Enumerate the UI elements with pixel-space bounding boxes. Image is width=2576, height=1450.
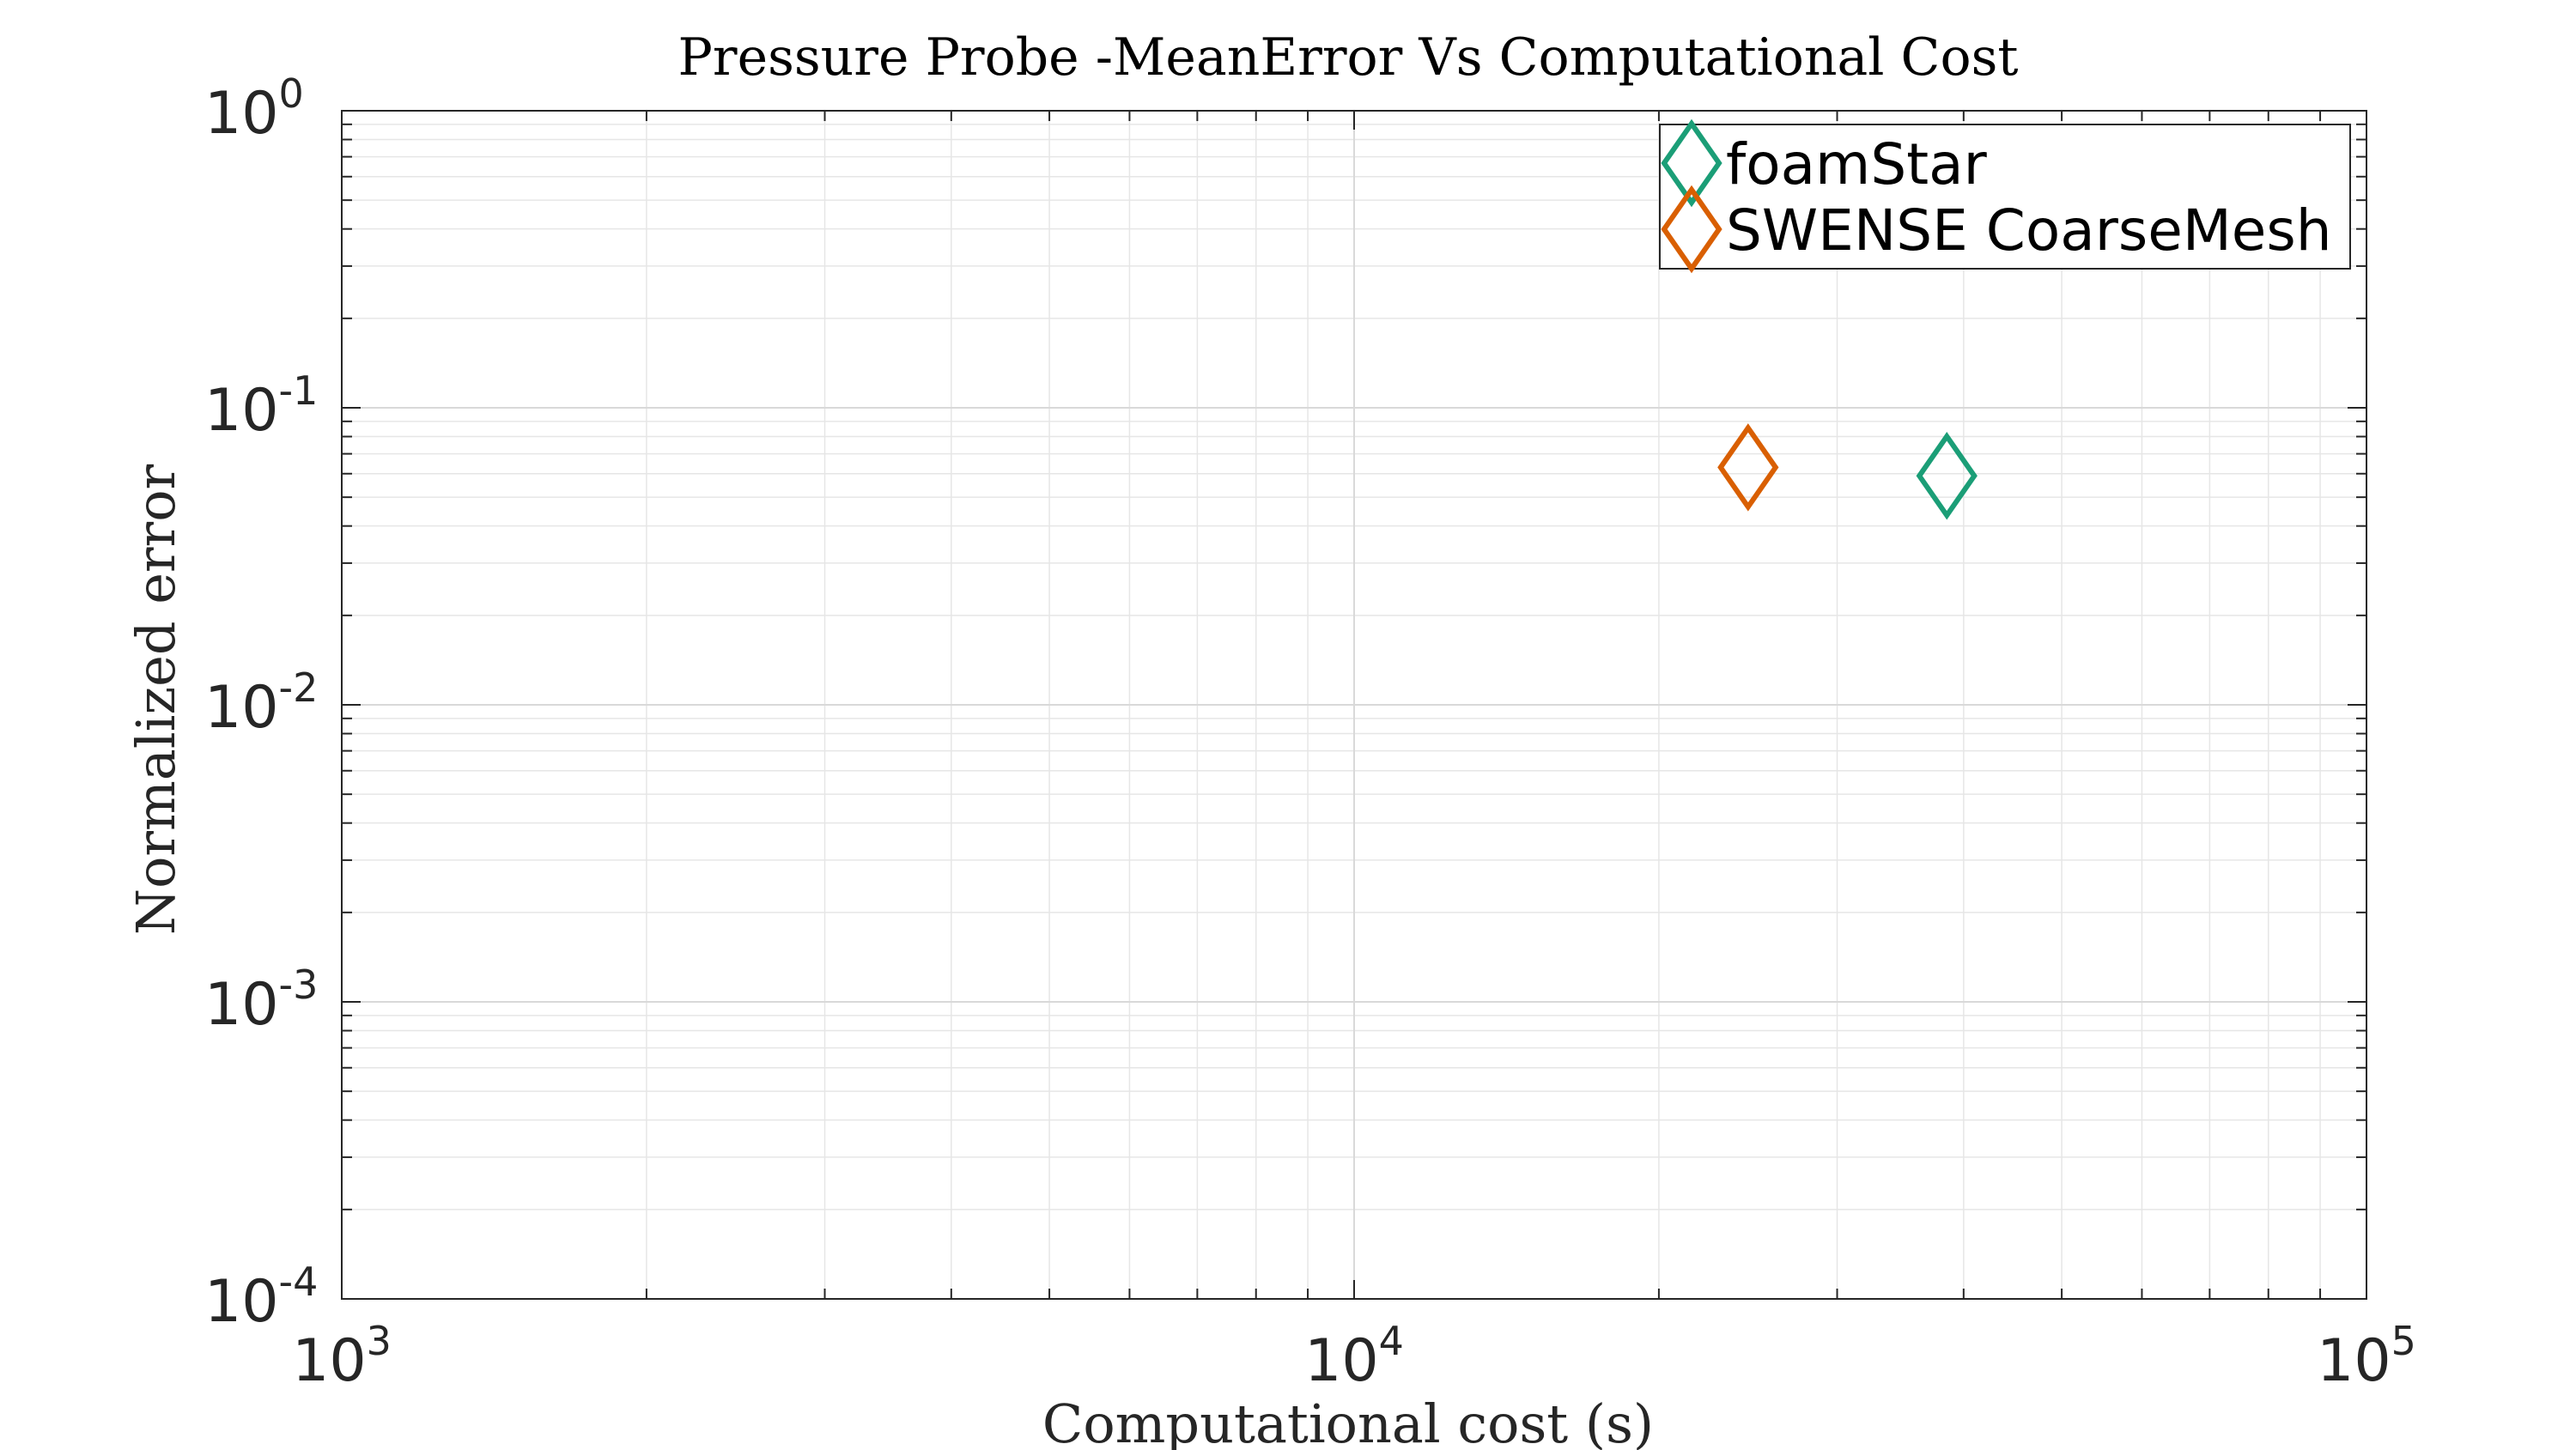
x-tick-base: 10 (2317, 1327, 2391, 1395)
x-axis-label: Computational cost (s) (1042, 1392, 1654, 1450)
x-tick-labels: 103 104 105 (292, 1318, 2416, 1395)
y-tick-base: 10 (204, 377, 279, 445)
y-tick-base: 10 (204, 971, 279, 1039)
y-tick-label: 10-3 (204, 962, 318, 1039)
legend-label: foamStar (1726, 131, 1988, 197)
y-tick-exponent: -3 (279, 962, 319, 1008)
y-tick-label: 10-1 (204, 367, 318, 445)
y-tick-base: 10 (204, 674, 279, 742)
data-point (1916, 432, 1978, 520)
axis-ticks (341, 110, 2367, 1300)
x-tick-base: 10 (292, 1327, 367, 1395)
y-tick-label: 10-4 (204, 1259, 318, 1336)
plot-frame (341, 110, 2367, 1300)
data-markers (1717, 423, 1978, 520)
y-tick-exponent: -1 (279, 367, 319, 414)
y-tick-label: 10-2 (204, 664, 318, 742)
y-tick-label: 100 (204, 70, 304, 148)
x-tick-label: 105 (2317, 1318, 2416, 1395)
y-tick-exponent: 0 (279, 70, 304, 117)
x-tick-base: 10 (1304, 1327, 1379, 1395)
y-tick-base: 10 (204, 1268, 279, 1336)
x-tick-exponent: 5 (2391, 1318, 2416, 1364)
legend-marker (1661, 185, 1722, 274)
x-tick-exponent: 4 (1379, 1318, 1404, 1364)
y-tick-base: 10 (204, 80, 279, 148)
y-tick-exponent: -2 (279, 664, 319, 711)
x-tick-label: 104 (1304, 1318, 1404, 1395)
data-point (1717, 423, 1779, 512)
chart-title: Pressure Probe -MeanError Vs Computation… (678, 27, 2019, 88)
legend-label: SWENSE CoarseMesh (1726, 197, 2332, 264)
legend-box (1659, 124, 2351, 270)
y-axis-label: Normalized error (125, 464, 187, 935)
y-tick-exponent: -4 (279, 1259, 319, 1305)
legend-marker (1661, 118, 1722, 208)
x-tick-exponent: 3 (367, 1318, 392, 1364)
x-tick-label: 103 (292, 1318, 392, 1395)
